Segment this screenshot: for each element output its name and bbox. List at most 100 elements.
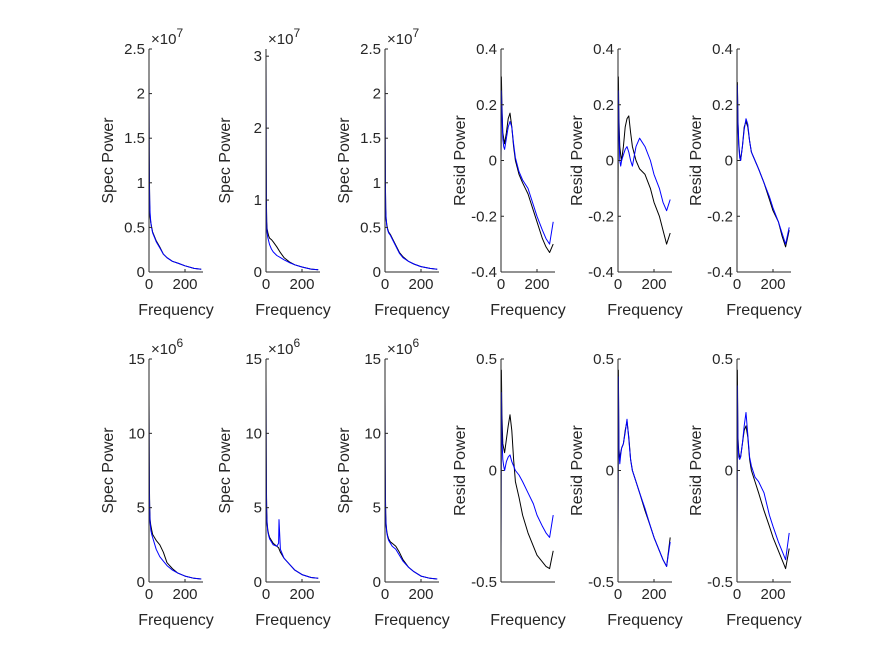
y-tick-label: 0 bbox=[606, 463, 614, 480]
series-line-blue bbox=[736, 84, 790, 245]
y-tick-label: -0.4 bbox=[588, 264, 614, 281]
y-tick-label: 2.5 bbox=[124, 41, 145, 58]
x-axis-label: Frequency bbox=[607, 612, 683, 629]
y-tick-label: -0.5 bbox=[588, 574, 614, 591]
y-tick-label: 0.4 bbox=[712, 41, 733, 58]
y-tick-label: 0.2 bbox=[593, 97, 614, 114]
axis-exponent-label: ×107 bbox=[151, 26, 183, 48]
subplot-2-3: 0 5 10 15 0 200 Frequency Spec Power ×106 bbox=[336, 336, 450, 629]
y-tick-label: 10 bbox=[245, 425, 262, 442]
x-tick-label: 200 bbox=[172, 586, 197, 603]
y-axis-label: Resid Power bbox=[452, 114, 469, 205]
exponent-base: ×10 bbox=[151, 341, 176, 358]
y-tick-label: 0.2 bbox=[476, 97, 497, 114]
x-axis-label: Frequency bbox=[607, 302, 683, 319]
y-tick-label: 1.5 bbox=[124, 130, 145, 147]
y-tick-label: 0 bbox=[254, 264, 262, 281]
x-tick-label: 200 bbox=[760, 586, 785, 603]
y-axis-label: Spec Power bbox=[336, 427, 353, 514]
axis-exponent-label: ×107 bbox=[268, 26, 300, 48]
exponent-power: 7 bbox=[412, 26, 419, 40]
y-tick-label: -0.4 bbox=[471, 264, 497, 281]
series-line-blue bbox=[384, 396, 438, 580]
x-axis-label: Frequency bbox=[255, 302, 331, 319]
x-axis-label: Frequency bbox=[726, 302, 802, 319]
y-tick-label: 1 bbox=[254, 192, 262, 209]
axis-exponent-label: ×106 bbox=[387, 336, 419, 358]
x-tick-label: 0 bbox=[733, 276, 741, 293]
axis-exponent-label: ×107 bbox=[387, 26, 419, 48]
x-tick-label: 200 bbox=[641, 586, 666, 603]
x-tick-label: 200 bbox=[408, 276, 433, 293]
x-tick-label: 0 bbox=[262, 276, 270, 293]
x-tick-label: 200 bbox=[524, 276, 549, 293]
y-tick-label: 0.4 bbox=[593, 41, 614, 58]
subplot-1-3: 0 0.5 1 1.5 2 2.5 0 200 Frequency Spec Power ×107 bbox=[336, 26, 450, 319]
y-axis-label: Spec Power bbox=[217, 117, 234, 204]
y-tick-label: -0.2 bbox=[707, 208, 733, 225]
x-tick-label: 200 bbox=[289, 276, 314, 293]
axis-exponent-label: ×106 bbox=[151, 336, 183, 358]
y-axis-label: Resid Power bbox=[569, 424, 586, 515]
y-tick-label: 0 bbox=[489, 463, 497, 480]
x-tick-label: 0 bbox=[497, 276, 505, 293]
series-line-blue bbox=[736, 385, 790, 561]
y-tick-label: -0.5 bbox=[471, 574, 497, 591]
x-tick-label: 0 bbox=[381, 586, 389, 603]
x-axis-label: Frequency bbox=[138, 302, 214, 319]
y-tick-label: -0.5 bbox=[707, 574, 733, 591]
exponent-power: 7 bbox=[176, 26, 183, 40]
series-line-blue bbox=[500, 392, 554, 560]
series-line-blue bbox=[617, 376, 671, 567]
series-line-blue bbox=[617, 90, 671, 212]
subplot-1-1: 0 0.5 1 1.5 2 2.5 0 200 Frequency Spec Power ×107 bbox=[100, 26, 214, 319]
x-axis-label: Frequency bbox=[490, 302, 566, 319]
y-tick-label: 0 bbox=[137, 264, 145, 281]
x-axis-label: Frequency bbox=[255, 612, 331, 629]
y-tick-label: 15 bbox=[245, 351, 262, 368]
exponent-base: ×10 bbox=[387, 341, 412, 358]
subplot-1-5: -0.4 -0.2 0 0.2 0.4 0 200 Frequency Resid Power bbox=[569, 41, 683, 319]
y-tick-label: 0.5 bbox=[712, 351, 733, 368]
y-tick-label: 0.4 bbox=[476, 41, 497, 58]
x-axis-label: Frequency bbox=[138, 612, 214, 629]
x-tick-label: 0 bbox=[614, 276, 622, 293]
series-line-blue bbox=[148, 75, 202, 270]
subplot-2-2: 0 5 10 15 0 200 Frequency Spec Power ×106 bbox=[217, 336, 331, 629]
subplot-1-6: -0.4 -0.2 0 0.2 0.4 0 200 Frequency Resid Power bbox=[688, 41, 802, 319]
x-tick-label: 200 bbox=[760, 276, 785, 293]
x-axis-label: Frequency bbox=[726, 612, 802, 629]
y-axis-label: Spec Power bbox=[100, 117, 117, 204]
y-tick-label: 2 bbox=[373, 86, 381, 103]
x-tick-label: 0 bbox=[614, 586, 622, 603]
y-tick-label: -0.4 bbox=[707, 264, 733, 281]
y-axis-label: Resid Power bbox=[688, 424, 705, 515]
y-tick-label: 10 bbox=[364, 425, 381, 442]
exponent-base: ×10 bbox=[151, 31, 176, 48]
x-tick-label: 0 bbox=[733, 586, 741, 603]
y-tick-label: 15 bbox=[128, 351, 145, 368]
x-axis-label: Frequency bbox=[374, 612, 450, 629]
y-axis-label: Resid Power bbox=[569, 114, 586, 205]
subplot-2-4: -0.5 0 0.5 Frequency Resid Power bbox=[452, 351, 566, 629]
series-line-blue bbox=[265, 52, 319, 271]
y-tick-label: 2 bbox=[137, 86, 145, 103]
exponent-power: 6 bbox=[293, 336, 300, 350]
y-axis-label: Spec Power bbox=[100, 427, 117, 514]
y-tick-label: 5 bbox=[254, 500, 262, 517]
subplot-1-2: 0 1 2 3 0 200 Frequency Spec Power ×107 bbox=[217, 26, 331, 319]
y-tick-label: 10 bbox=[128, 425, 145, 442]
y-tick-label: 3 bbox=[254, 48, 262, 65]
y-tick-label: 0 bbox=[725, 463, 733, 480]
y-axis-label: Resid Power bbox=[688, 114, 705, 205]
subplot-1-4: -0.4 -0.2 0 0.2 0.4 0 200 Frequency Resid Power bbox=[452, 41, 566, 319]
y-tick-label: -0.2 bbox=[588, 208, 614, 225]
y-tick-label: 2 bbox=[254, 120, 262, 137]
y-tick-label: 0 bbox=[489, 153, 497, 170]
subplot-2-1: 0 5 10 15 0 200 Frequency Spec Power ×106 bbox=[100, 336, 214, 629]
series-line-blue bbox=[265, 381, 319, 579]
exponent-power: 7 bbox=[293, 26, 300, 40]
